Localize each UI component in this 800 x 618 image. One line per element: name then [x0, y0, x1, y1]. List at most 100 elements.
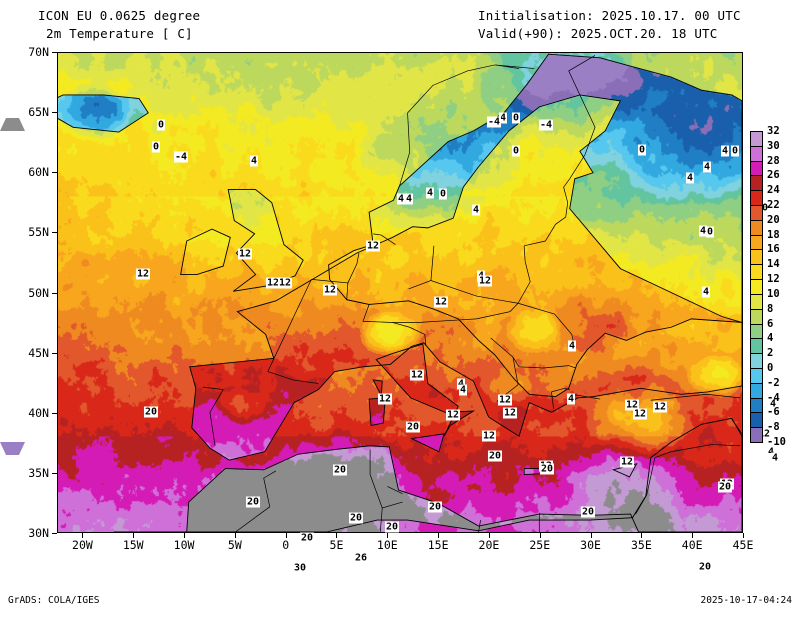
coastline	[58, 94, 149, 133]
colorbar-under-arrow	[0, 442, 25, 455]
temperature-colorbar	[750, 131, 763, 443]
x-axis-tick	[438, 533, 440, 538]
colorbar-segment	[750, 367, 763, 384]
colorbar-segment	[750, 279, 763, 295]
contour-label: 20	[348, 512, 364, 524]
colorbar-tick-label: -8	[767, 421, 780, 434]
x-axis-tick	[184, 533, 186, 538]
y-axis-label: 40N	[28, 405, 49, 420]
contour-label: 30	[292, 562, 308, 574]
x-axis-tick	[692, 533, 694, 538]
contour-label: 12	[756, 428, 772, 440]
x-axis-tick	[234, 533, 236, 538]
colorbar-tick-label: 10	[767, 287, 780, 300]
contour-label: 4	[567, 340, 577, 352]
x-axis-label: 35E	[630, 538, 652, 552]
x-axis-label: 20W	[72, 538, 93, 552]
contour-label: 12	[322, 284, 338, 296]
contour-label: 12	[477, 275, 493, 287]
generated-time: 2025-10-17-04:24	[700, 595, 792, 606]
colorbar-tick-label: -2	[767, 376, 780, 389]
contour-label: 0	[760, 202, 770, 214]
valid-time-text: Valid(+90): 2025.OCT.20. 18 UTC	[478, 26, 718, 41]
colorbar-tick-label: 0	[767, 361, 774, 374]
y-axis-tick	[52, 292, 57, 294]
contour-label: 0	[705, 226, 715, 238]
y-axis-tick	[52, 52, 57, 53]
colorbar-over-arrow	[0, 118, 25, 131]
x-axis-tick	[539, 533, 541, 538]
x-axis-label: 10E	[376, 538, 398, 552]
y-axis-tick	[52, 533, 57, 534]
contour-label: 12	[365, 240, 381, 252]
x-axis-tick	[743, 533, 744, 538]
colorbar-tick-label: 2	[767, 347, 774, 360]
contour-label: 4	[458, 384, 468, 396]
colorbar-tick-label: 22	[767, 199, 780, 212]
national-border	[430, 245, 435, 281]
x-axis-tick	[641, 533, 643, 538]
national-border	[490, 337, 576, 369]
x-axis-tick	[336, 533, 338, 538]
y-axis-label: 35N	[28, 465, 49, 480]
variable-title: 2m Temperature [ C]	[46, 26, 193, 41]
x-axis-label: 10W	[173, 538, 195, 552]
contour-label: 12	[497, 394, 513, 406]
colorbar-tick-label: 32	[767, 125, 780, 137]
x-axis-label: 5E	[329, 538, 344, 552]
x-axis-label: 45E	[732, 538, 754, 552]
colorbar-tick-label: 28	[767, 154, 780, 167]
colorbar-segment	[750, 219, 763, 236]
contour-label: 4	[685, 172, 695, 184]
coastline	[372, 379, 383, 398]
x-axis-label: 5W	[227, 538, 242, 552]
national-border	[392, 303, 519, 323]
y-axis-label: 70N	[28, 45, 49, 59]
contour-label: 12	[652, 401, 668, 413]
y-axis-tick	[52, 412, 57, 414]
contour-label: 12	[265, 277, 281, 289]
colorbar-tick-label: -6	[767, 406, 780, 419]
temperature-map	[57, 52, 743, 533]
contour-label: 20	[405, 421, 421, 433]
colorbar-tick-label: 20	[767, 213, 780, 226]
contour-label: 12	[624, 399, 640, 411]
contour-label: 12	[445, 409, 461, 421]
y-axis-tick	[52, 112, 57, 114]
contour-label: 4	[768, 398, 778, 410]
colorbar-segment	[750, 190, 763, 207]
y-axis-tick	[52, 172, 57, 174]
contour-label: 20	[580, 506, 596, 518]
y-axis-tick	[52, 352, 57, 354]
x-axis-tick	[82, 533, 84, 538]
national-border	[267, 371, 319, 384]
y-axis-label: 65N	[28, 105, 49, 120]
national-border	[387, 486, 403, 494]
coastline	[113, 417, 742, 532]
contour-label: 4	[456, 378, 466, 390]
y-axis-label: 60N	[28, 165, 49, 180]
colorbar-segment	[750, 397, 763, 414]
colorbar-tick-label: 8	[767, 302, 774, 315]
colorbar-segment	[750, 338, 763, 355]
national-border	[347, 252, 360, 284]
contour-label: 20	[299, 532, 315, 544]
national-border	[424, 334, 427, 346]
colorbar-segment	[750, 234, 763, 251]
contour-label: 4	[701, 286, 711, 298]
colorbar-segment	[750, 382, 763, 399]
coastline	[189, 53, 742, 461]
contour-label: 4	[249, 155, 259, 167]
y-axis-tick	[52, 472, 57, 474]
colorbar-tick-label: 6	[767, 317, 774, 330]
contour-label: 20	[332, 464, 348, 476]
national-border	[369, 449, 403, 509]
x-axis-tick	[133, 533, 135, 538]
x-axis-tick	[590, 533, 592, 538]
y-axis-tick	[52, 232, 57, 234]
x-axis-label: 0	[282, 538, 290, 552]
contour-label: 20	[143, 406, 159, 418]
coastline	[375, 343, 476, 437]
colorbar-segment	[750, 145, 763, 162]
contour-label: 4	[720, 145, 730, 157]
